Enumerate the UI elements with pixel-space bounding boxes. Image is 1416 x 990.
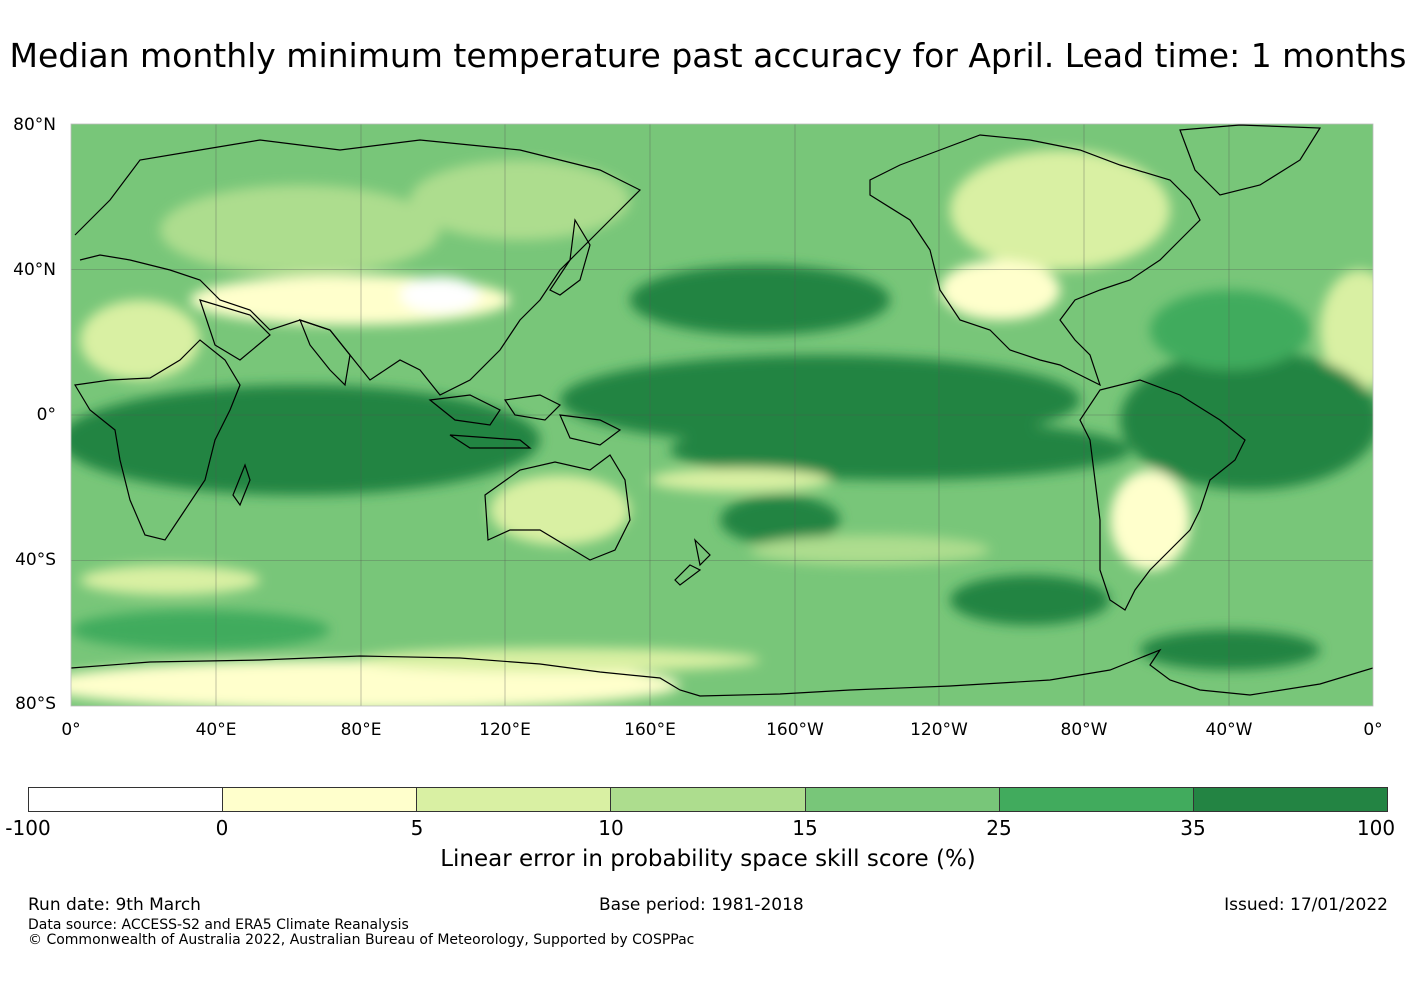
lon-label-120e: 120°E (479, 720, 531, 740)
colorbar-tick: 25 (986, 816, 1012, 840)
colorbar-tick: 15 (792, 816, 818, 840)
chart-title: Median monthly minimum temperature past … (9, 36, 1407, 75)
colorbar (28, 787, 1388, 812)
lon-label-40e: 40°E (195, 720, 237, 740)
colorbar-segment (999, 788, 1194, 811)
lat-label-80s: 80°S (15, 694, 56, 714)
issued-date: Issued: 17/01/2022 (1224, 895, 1388, 915)
lon-label-0-west: 0° (61, 720, 81, 740)
lon-label-0-east: 0° (1363, 720, 1383, 740)
coastlines (71, 124, 1373, 697)
lat-label-80n: 80°N (13, 115, 56, 135)
lon-label-40w: 40°W (1205, 720, 1253, 740)
lon-label-80w: 80°W (1060, 720, 1108, 740)
lat-label-40n: 40°N (13, 260, 56, 280)
map-gridlines (71, 124, 1373, 706)
base-period: Base period: 1981-2018 (599, 895, 804, 915)
colorbar-label: Linear error in probability space skill … (440, 846, 976, 872)
lon-label-120w: 120°W (910, 720, 968, 740)
lon-label-160e: 160°E (624, 720, 676, 740)
map-frame (70, 123, 1374, 707)
colorbar-tick: 5 (410, 816, 424, 840)
colorbar-segment (29, 788, 224, 811)
data-source: Data source: ACCESS-S2 and ERA5 Climate … (28, 917, 409, 933)
lon-label-80e: 80°E (340, 720, 382, 740)
colorbar-tick: -100 (5, 816, 51, 840)
colorbar-segment (611, 788, 806, 811)
colorbar-tick: 10 (598, 816, 624, 840)
run-date: Run date: 9th March (28, 895, 201, 915)
colorbar-tick: 35 (1180, 816, 1206, 840)
colorbar-segment (1193, 788, 1387, 811)
colorbar-tick: 100 (1356, 816, 1396, 840)
colorbar-tick: 0 (215, 816, 229, 840)
colorbar-segment (805, 788, 1000, 811)
colorbar-segment (223, 788, 418, 811)
lat-label-40s: 40°S (15, 550, 56, 570)
lat-label-equator: 0° (36, 405, 56, 425)
colorbar-segment (417, 788, 612, 811)
lon-label-160w: 160°W (766, 720, 824, 740)
copyright-notice: © Commonwealth of Australia 2022, Austra… (28, 932, 695, 948)
